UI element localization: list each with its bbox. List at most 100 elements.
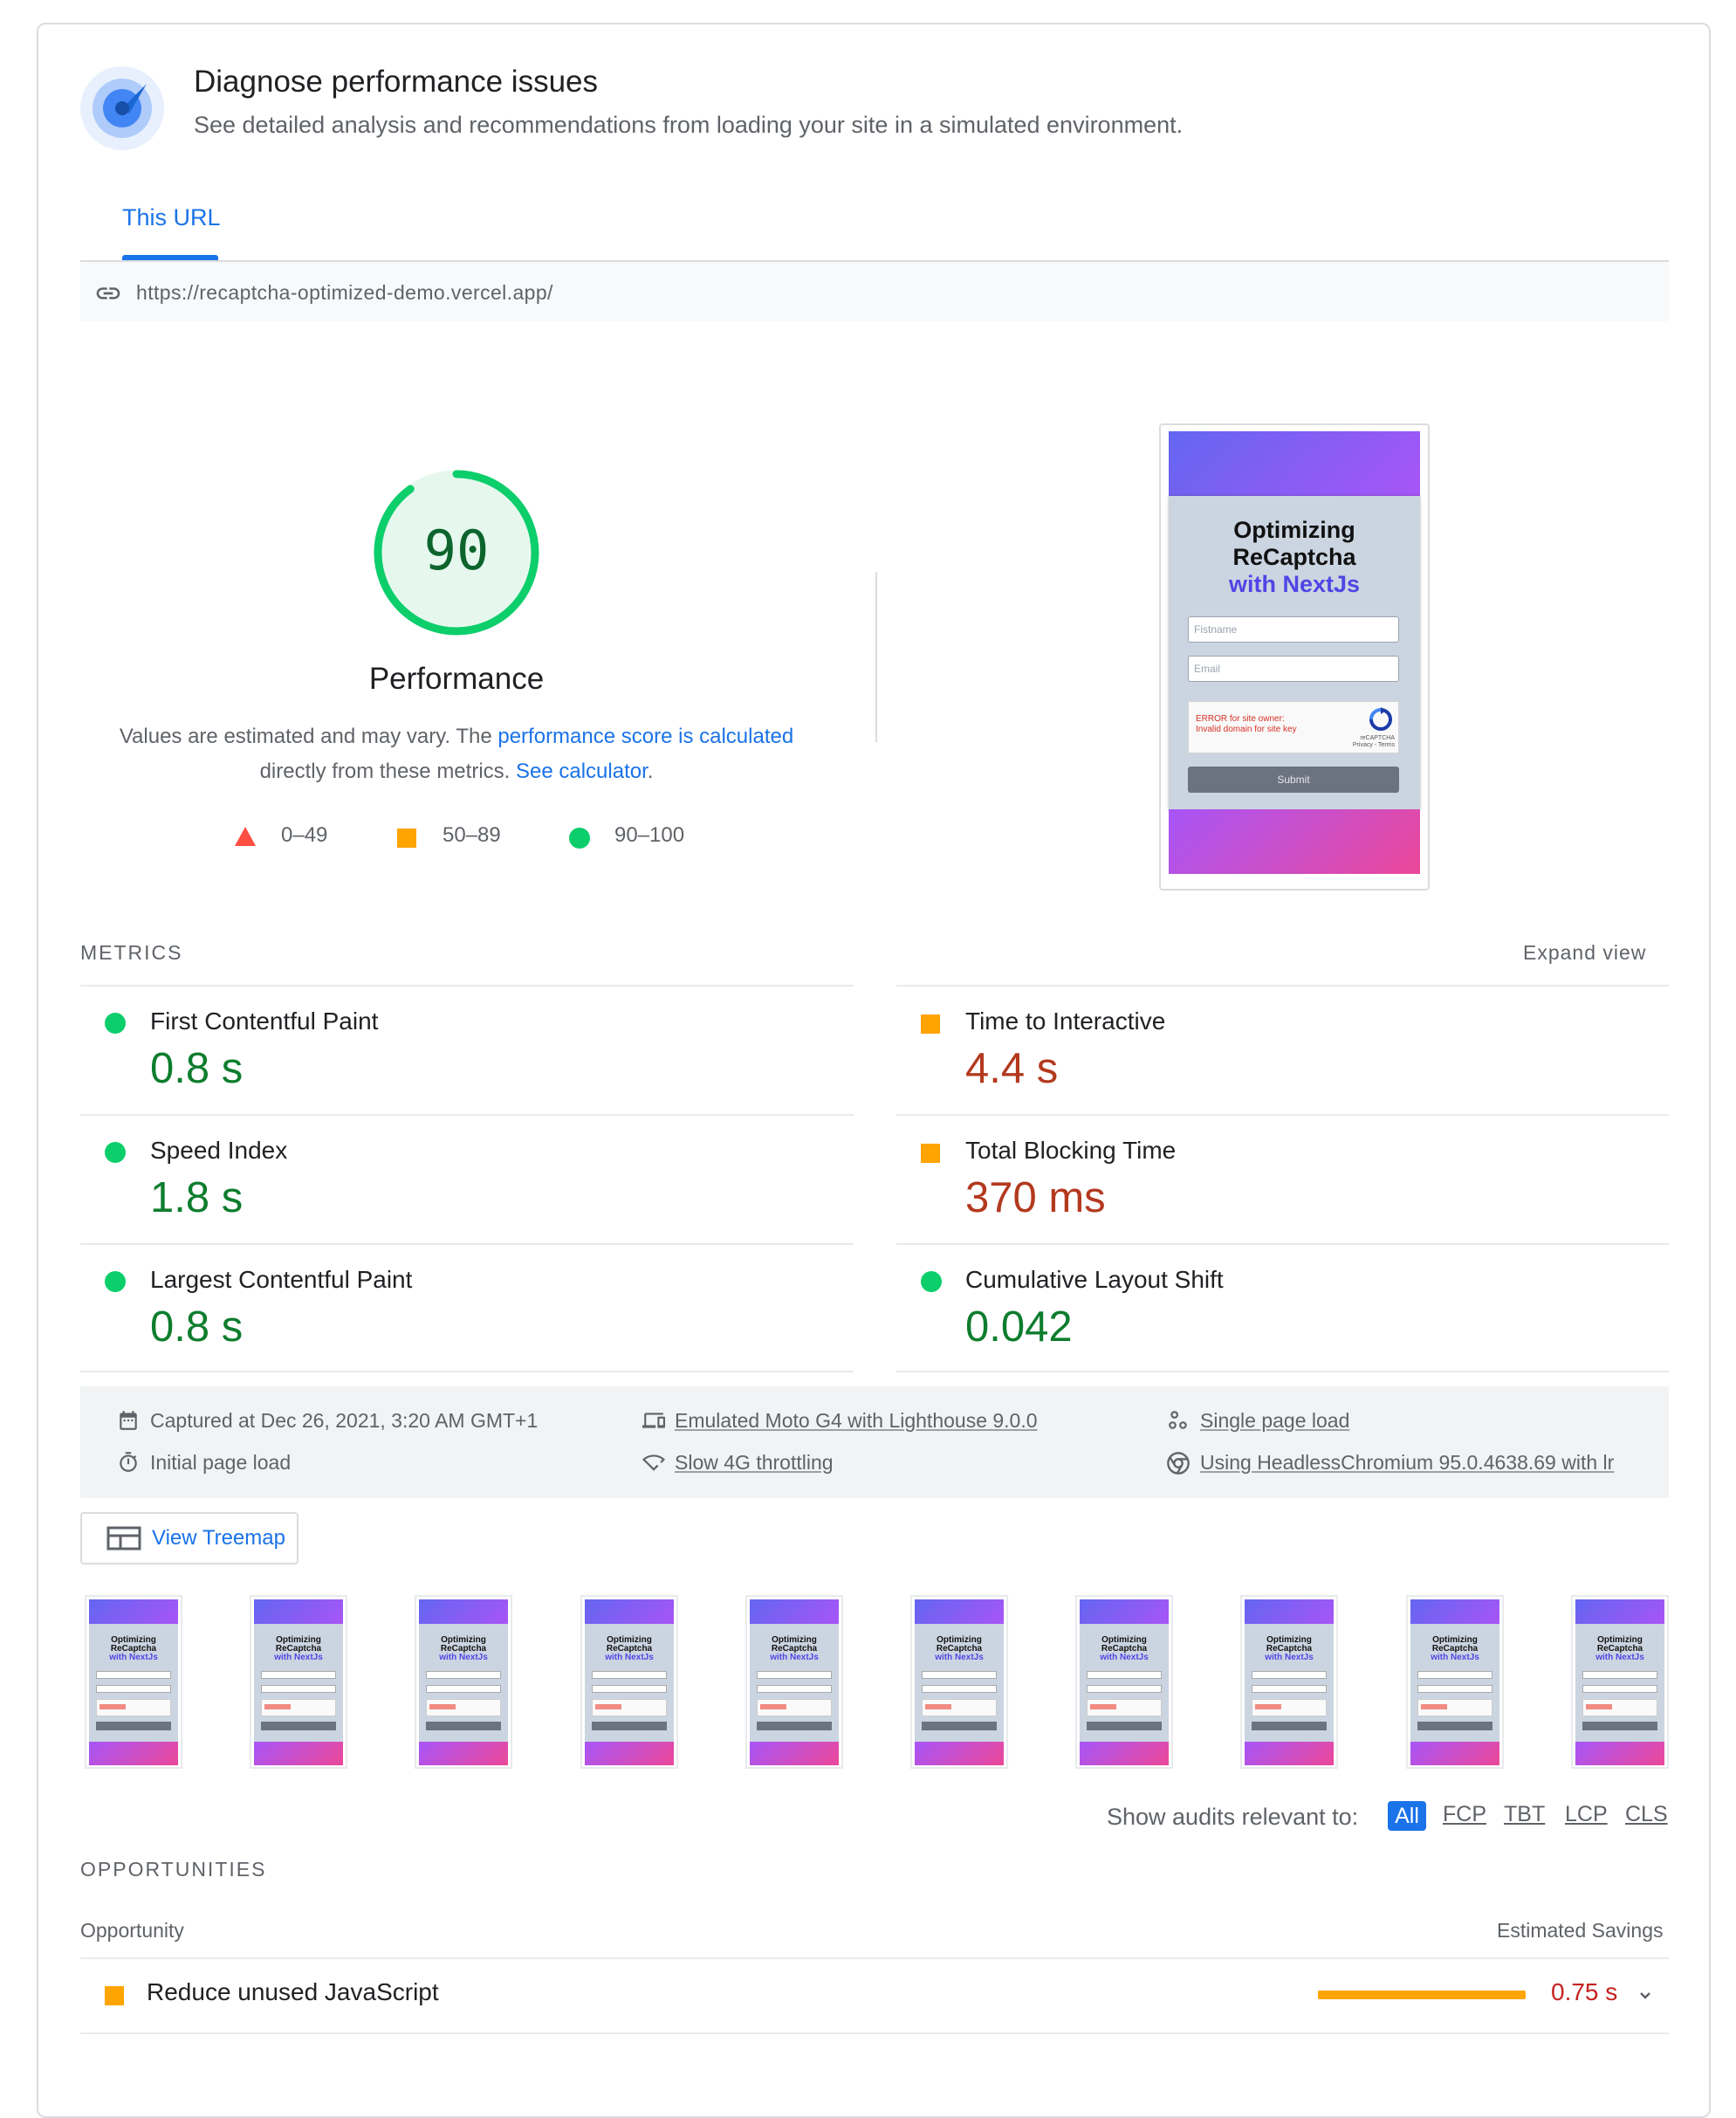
frame-submit [1582,1722,1657,1730]
metrics-rule [80,1243,854,1245]
frame-footer-band [1245,1742,1334,1765]
frame-form-panel: Optimizing ReCaptcha with NextJs [1080,1624,1169,1742]
frame-footer-band [1080,1742,1169,1765]
frame-form-panel: Optimizing ReCaptcha with NextJs [1575,1624,1664,1742]
frame-header-band [419,1599,508,1624]
screenshot-email-field: Email [1188,656,1399,682]
performance-description: Values are estimated and may vary. The p… [99,719,814,789]
frame-heading: Optimizing ReCaptcha with NextJs [89,1636,178,1662]
performance-gauge [371,467,542,643]
frame-form-panel: Optimizing ReCaptcha with NextJs [254,1624,343,1742]
frame-heading: Optimizing ReCaptcha with NextJs [585,1636,674,1662]
frame-submit [1087,1722,1162,1730]
timer-icon [117,1451,140,1478]
frame-submit [261,1722,336,1730]
emulated-device-link[interactable]: Emulated Moto G4 with Lighthouse 9.0.0 [675,1409,1038,1432]
screenshot-submit-button: Submit [1188,767,1399,793]
frame-header-band [1575,1599,1664,1624]
frame-footer-band [89,1742,178,1765]
metric-tbt-value: 370 ms [965,1174,1106,1221]
screenshot-recaptcha-box: ERROR for site owner: Invalid domain for … [1188,701,1399,753]
filter-all-chip[interactable]: All [1388,1801,1426,1831]
filmstrip-frame: Optimizing ReCaptcha with NextJs [745,1595,843,1769]
frame-heading-1: Optimizing [441,1635,486,1645]
screenshot-firstname-field: Fistname [1188,616,1399,643]
metric-tti-value: 4.4 s [965,1045,1059,1092]
frame-input [426,1685,501,1693]
frame-form-panel: Optimizing ReCaptcha with NextJs [750,1624,839,1742]
view-treemap-label[interactable]: View Treemap [152,1526,285,1550]
calendar-icon [117,1409,140,1436]
metrics-rule [896,985,1669,987]
recaptcha-logo-icon [1369,707,1393,732]
frame-footer-band [1575,1742,1664,1765]
frame-captcha [1252,1699,1327,1716]
frame-footer-band [254,1742,343,1765]
desc-text-3: . [647,760,654,783]
metrics-rule [896,1371,1669,1372]
tab-this-url[interactable]: This URL [122,204,221,230]
frame-captcha [922,1699,997,1716]
gauge-arc [374,470,539,636]
frame-input [1087,1671,1162,1679]
frame-header-band [915,1599,1004,1624]
frame-header-band [1245,1599,1334,1624]
frame-heading-2: ReCaptcha [936,1644,983,1654]
tested-url: https://recaptcha-optimized-demo.vercel.… [136,281,553,304]
screenshot-header-band [1169,431,1420,496]
single-page-load-link[interactable]: Single page load [1200,1409,1350,1432]
screenshot-heading-1: Optimizing [1233,517,1355,543]
browser-version-link[interactable]: Using HeadlessChromium 95.0.4638.69 with… [1200,1451,1615,1474]
view-treemap-button[interactable] [80,1512,298,1564]
chevron-down-icon[interactable] [1635,1985,1656,2011]
throttling-link[interactable]: Slow 4G throttling [675,1451,834,1474]
metric-fcp-name: First Contentful Paint [150,1007,379,1035]
session-icon [1166,1409,1190,1436]
frame-heading-3: with NextJs [1431,1653,1479,1662]
tab-divider [80,260,1669,262]
screenshot-heading-2: ReCaptcha [1232,544,1356,570]
vertical-divider [875,572,877,742]
expand-view-button[interactable]: Expand view [1523,941,1647,964]
devices-icon [641,1409,667,1436]
filter-fcp-chip[interactable]: FCP [1443,1802,1486,1826]
report-card [37,23,1711,2118]
frame-input [1252,1685,1327,1693]
opportunity-name[interactable]: Reduce unused JavaScript [147,1978,439,2005]
good-circle-icon [921,1271,942,1292]
filter-cls-chip[interactable]: CLS [1625,1802,1668,1826]
frame-input [261,1685,336,1693]
frame-heading: Optimizing ReCaptcha with NextJs [419,1636,508,1662]
metric-si-name: Speed Index [150,1137,288,1164]
screenshot-footer-band [1169,809,1420,874]
metric-si-value: 1.8 s [150,1174,244,1221]
frame-heading-1: Optimizing [1101,1635,1147,1645]
see-calculator-link[interactable]: See calculator [515,760,648,783]
frame-heading-1: Optimizing [607,1635,652,1645]
filmstrip-frame: Optimizing ReCaptcha with NextJs [1571,1595,1669,1769]
frame-header-band [585,1599,674,1624]
frame-heading-2: ReCaptcha [1101,1644,1148,1654]
frame-captcha [592,1699,667,1716]
recaptcha-brand-text: reCAPTCHA [1360,735,1395,741]
recaptcha-error: ERROR for site owner: Invalid domain for … [1196,714,1297,735]
metric-fcp-value: 0.8 s [150,1045,244,1092]
frame-heading-1: Optimizing [1266,1635,1312,1645]
estimated-savings-column-header: Estimated Savings [1497,1919,1664,1942]
chrome-icon [1166,1451,1190,1480]
desc-text: Values are estimated and may vary. The [119,725,498,748]
score-calculated-link[interactable]: performance score is calculated [497,725,794,748]
frame-input [592,1671,667,1679]
average-square-icon [105,1986,124,2005]
frame-input [757,1671,832,1679]
frame-footer-band [1410,1742,1499,1765]
filter-tbt-chip[interactable]: TBT [1504,1802,1546,1826]
frame-input [1582,1671,1657,1679]
frame-heading-2: ReCaptcha [771,1644,818,1654]
screenshot-form-panel: Optimizing ReCaptcha with NextJs Fistnam… [1169,496,1420,810]
filter-lcp-chip[interactable]: LCP [1565,1802,1608,1826]
frame-submit [592,1722,667,1730]
frame-heading-1: Optimizing [276,1635,321,1645]
frame-captcha [757,1699,832,1716]
frame-heading-1: Optimizing [1597,1635,1643,1645]
